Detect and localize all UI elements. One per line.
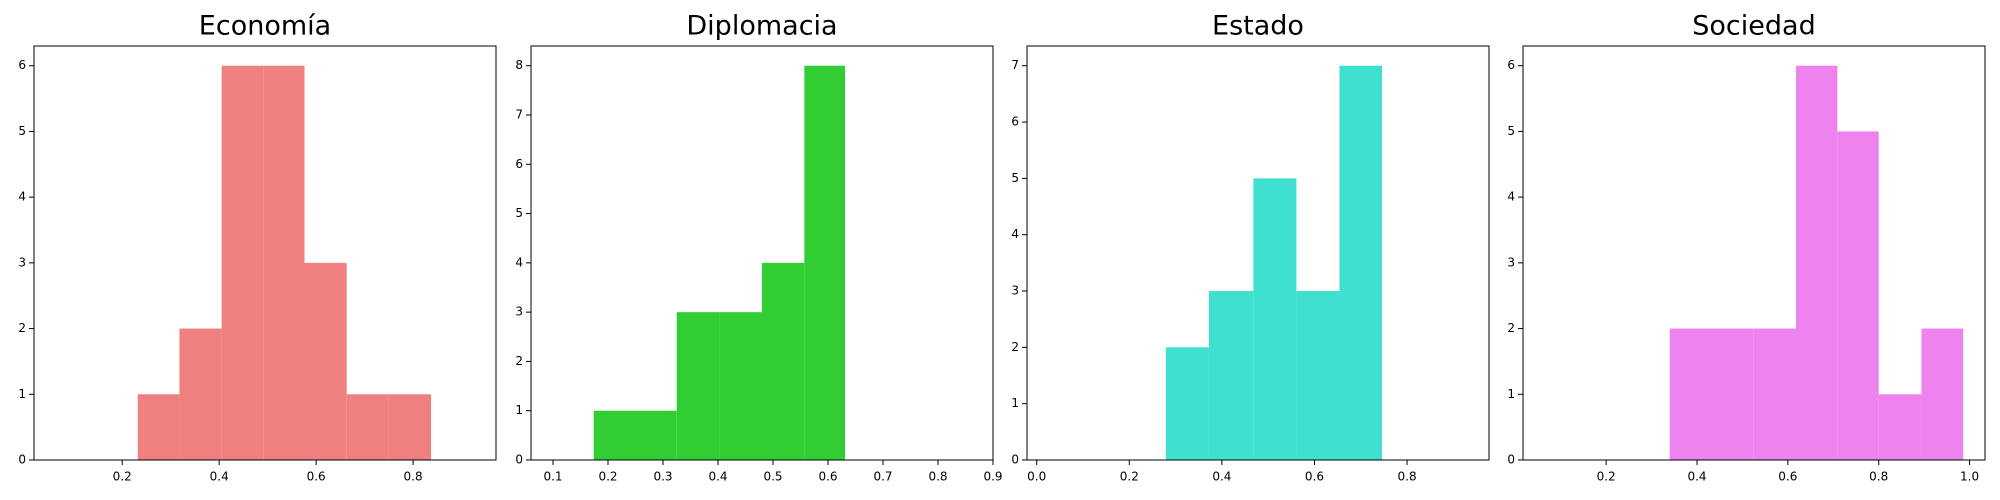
x-tick-label: 1.0 <box>1960 470 1979 484</box>
x-tick-label: 0.5 <box>763 470 782 484</box>
bar <box>762 262 805 460</box>
y-tick-label: 7 <box>1011 58 1019 72</box>
bar <box>263 65 305 460</box>
axes-frame <box>33 45 497 461</box>
bar <box>1669 328 1712 460</box>
bar <box>635 410 677 460</box>
x-tick-label: 0.8 <box>928 470 947 484</box>
y-tick-label: 1 <box>18 387 26 401</box>
bar <box>1753 328 1797 460</box>
bar <box>137 394 180 460</box>
x-tick-label: 0.8 <box>1398 470 1417 484</box>
x-tick-label: 0.4 <box>708 470 727 484</box>
y-tick-label: 2 <box>1507 321 1515 335</box>
bar <box>1921 328 1964 460</box>
y-tick-label: 3 <box>1507 255 1515 269</box>
x-tick-label: 0.4 <box>1212 470 1231 484</box>
y-tick-label: 4 <box>18 190 26 204</box>
y-tick-label: 1 <box>1011 396 1019 410</box>
chart-title: Diplomacia <box>686 11 837 42</box>
bar <box>1796 65 1838 460</box>
y-tick-label: 8 <box>515 58 523 72</box>
bar <box>593 410 636 460</box>
y-tick-label: 4 <box>1507 190 1515 204</box>
x-tick-label: 0.6 <box>1305 470 1324 484</box>
bar <box>1339 65 1383 460</box>
y-tick-label: 0 <box>1507 453 1515 467</box>
y-tick-label: 5 <box>515 206 523 220</box>
bar <box>1253 178 1297 460</box>
chart-title: Economía <box>199 11 331 42</box>
y-tick-label: 3 <box>1011 284 1019 298</box>
y-tick-label: 1 <box>515 403 523 417</box>
y-tick-label: 6 <box>1507 58 1515 72</box>
x-tick-label: 0.2 <box>1597 470 1616 484</box>
y-tick-label: 6 <box>18 58 26 72</box>
x-tick-label: 0.4 <box>210 470 229 484</box>
y-tick-label: 3 <box>515 305 523 319</box>
bar <box>719 312 762 460</box>
bar <box>1208 291 1254 460</box>
y-tick-label: 7 <box>515 108 523 122</box>
bar <box>1878 394 1922 460</box>
y-tick-label: 6 <box>515 157 523 171</box>
y-tick-label: 5 <box>18 124 26 138</box>
x-tick-label: 0.1 <box>543 470 562 484</box>
x-tick-label: 0.6 <box>818 470 837 484</box>
x-tick-label: 0.0 <box>1027 470 1046 484</box>
bar <box>1296 291 1340 460</box>
bar <box>1837 131 1879 460</box>
y-tick-label: 5 <box>1507 124 1515 138</box>
y-tick-label: 2 <box>18 321 26 335</box>
x-tick-label: 0.6 <box>1778 470 1797 484</box>
y-tick-label: 5 <box>1011 171 1019 185</box>
bar <box>676 312 720 460</box>
x-tick-label: 0.2 <box>1120 470 1139 484</box>
axes-frame <box>1026 45 1490 461</box>
y-tick-label: 0 <box>18 453 26 467</box>
bar <box>221 65 264 460</box>
x-tick-label: 0.8 <box>404 470 423 484</box>
y-tick-label: 2 <box>1011 340 1019 354</box>
chart-title: Estado <box>1212 11 1304 42</box>
x-tick-label: 0.9 <box>983 470 1002 484</box>
bar <box>1165 347 1209 460</box>
bar <box>388 394 432 460</box>
bar <box>1711 328 1754 460</box>
bar <box>304 262 347 460</box>
x-tick-label: 0.2 <box>113 470 132 484</box>
y-tick-label: 1 <box>1507 387 1515 401</box>
x-tick-label: 0.4 <box>1687 470 1706 484</box>
y-tick-label: 3 <box>18 255 26 269</box>
x-tick-label: 0.2 <box>598 470 617 484</box>
chart-title: Sociedad <box>1692 11 1815 42</box>
x-tick-label: 0.8 <box>1869 470 1888 484</box>
x-tick-label: 0.3 <box>653 470 672 484</box>
y-tick-label: 2 <box>515 354 523 368</box>
y-tick-label: 0 <box>515 453 523 467</box>
x-tick-label: 0.6 <box>307 470 326 484</box>
bar <box>804 65 846 460</box>
x-tick-label: 0.7 <box>873 470 892 484</box>
axes-frame <box>1522 45 1986 461</box>
bar <box>179 328 222 460</box>
y-tick-label: 4 <box>1011 227 1019 241</box>
y-tick-label: 0 <box>1011 453 1019 467</box>
y-tick-label: 6 <box>1011 115 1019 129</box>
y-tick-label: 4 <box>515 255 523 269</box>
axes-frame <box>530 45 994 461</box>
bar <box>346 394 389 460</box>
